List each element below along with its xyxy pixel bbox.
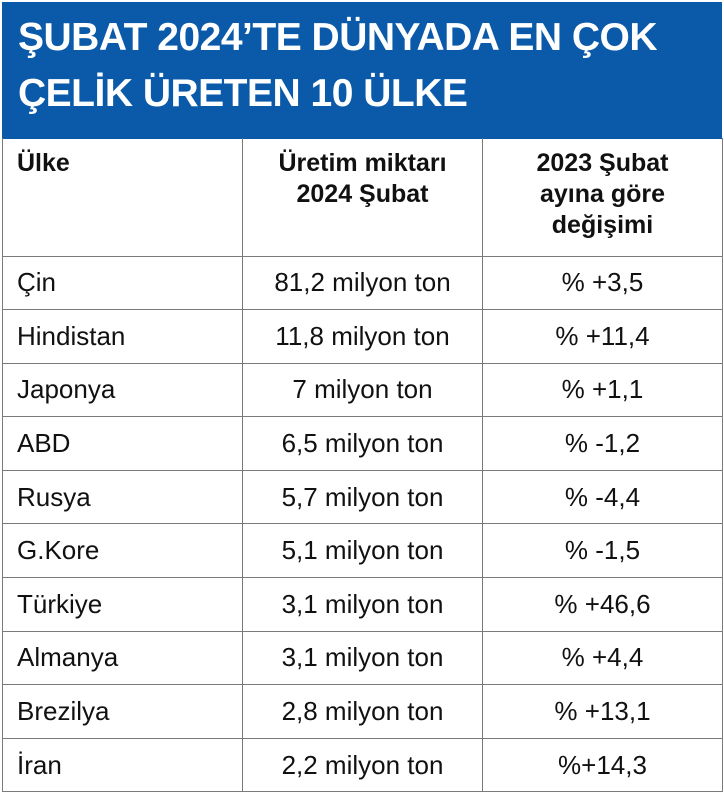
table-row: Almanya 3,1 milyon ton % +4,4 (2, 630, 723, 686)
cell-country: ABD (2, 416, 243, 471)
cell-country: Hindistan (2, 309, 243, 364)
table-row: Brezilya 2,8 milyon ton % +13,1 (2, 684, 723, 739)
cell-change: % +1,1 (482, 362, 723, 418)
cell-country: Almanya (2, 630, 243, 686)
cell-production: 81,2 milyon ton (242, 255, 483, 311)
cell-country: Japonya (2, 362, 243, 418)
table-row: Hindistan 11,8 milyon ton % +11,4 (2, 309, 723, 364)
header-change: 2023 Şubat ayına göre değişimi (482, 138, 723, 257)
cell-production: 2,2 milyon ton (242, 737, 483, 793)
cell-production: 7 milyon ton (242, 362, 483, 418)
cell-change: % +4,4 (482, 630, 723, 686)
cell-production: 3,1 milyon ton (242, 577, 483, 632)
cell-change: %+14,3 (482, 737, 723, 793)
cell-change: % -1,5 (482, 523, 723, 579)
cell-country: Türkiye (2, 577, 243, 632)
header-production-line-2: 2024 Şubat (296, 180, 429, 208)
cell-country: İran (2, 737, 243, 793)
cell-production: 3,1 milyon ton (242, 630, 483, 686)
header-country: Ülke (2, 138, 243, 257)
header-production: Üretim miktarı 2024 Şubat (242, 138, 483, 257)
table-row: Japonya 7 milyon ton % +1,1 (2, 362, 723, 418)
cell-country: G.Kore (2, 523, 243, 579)
cell-country: Brezilya (2, 684, 243, 739)
header-change-line-3: değişimi (551, 211, 654, 239)
table-header-row: Ülke Üretim miktarı 2024 Şubat 2023 Şuba… (2, 138, 723, 257)
cell-production: 5,7 milyon ton (242, 469, 483, 525)
title-banner: ŞUBAT 2024’TE DÜNYADA EN ÇOK ÇELİK ÜRETE… (2, 2, 722, 139)
table-row: İran 2,2 milyon ton %+14,3 (2, 737, 723, 793)
table-row: Türkiye 3,1 milyon ton % +46,6 (2, 577, 723, 632)
table-row: Rusya 5,7 milyon ton % -4,4 (2, 469, 723, 525)
cell-country: Çin (2, 255, 243, 311)
cell-change: % +13,1 (482, 684, 723, 739)
title-line-2: ÇELİK ÜRETEN 10 ÜLKE (18, 72, 468, 115)
cell-change: % +46,6 (482, 577, 723, 632)
header-country-label: Ülke (17, 149, 70, 177)
steel-production-table: Ülke Üretim miktarı 2024 Şubat 2023 Şuba… (2, 138, 723, 793)
title-line-1: ŞUBAT 2024’TE DÜNYADA EN ÇOK (18, 16, 658, 59)
header-change-line-2: ayına göre (539, 180, 666, 208)
cell-change: % -4,4 (482, 469, 723, 525)
header-change-line-1: 2023 Şubat (536, 149, 669, 177)
cell-change: % -1,2 (482, 416, 723, 471)
cell-change: % +3,5 (482, 255, 723, 311)
table-row: G.Kore 5,1 milyon ton % -1,5 (2, 523, 723, 579)
cell-production: 5,1 milyon ton (242, 523, 483, 579)
cell-production: 6,5 milyon ton (242, 416, 483, 471)
cell-change: % +11,4 (482, 309, 723, 364)
cell-production: 2,8 milyon ton (242, 684, 483, 739)
header-production-line-1: Üretim miktarı (278, 149, 447, 177)
table-row: Çin 81,2 milyon ton % +3,5 (2, 255, 723, 311)
cell-country: Rusya (2, 469, 243, 525)
table-row: ABD 6,5 milyon ton % -1,2 (2, 416, 723, 471)
cell-production: 11,8 milyon ton (242, 309, 483, 364)
